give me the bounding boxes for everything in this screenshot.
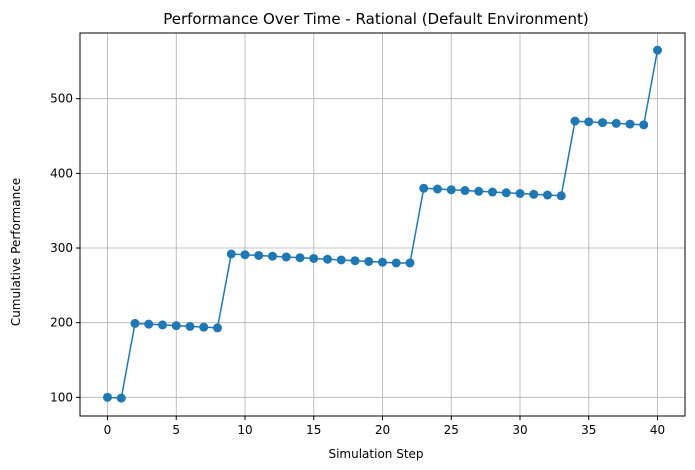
data-point <box>639 120 649 130</box>
x-tick-label: 35 <box>581 423 596 437</box>
data-point <box>350 256 360 266</box>
data-point <box>529 189 539 199</box>
y-tick-label: 200 <box>50 316 73 330</box>
y-axis-ticks: 100 200 300 400 500 <box>50 92 80 404</box>
y-axis-label: Cumulative Performance <box>9 178 23 326</box>
data-point <box>309 253 319 263</box>
x-tick-label: 40 <box>650 423 665 437</box>
data-point <box>460 186 470 196</box>
data-point <box>611 118 621 128</box>
x-tick-label: 20 <box>375 423 390 437</box>
y-tick-label: 500 <box>50 92 73 106</box>
data-point <box>158 320 167 330</box>
data-point <box>584 117 594 127</box>
data-point <box>419 183 429 193</box>
data-point <box>598 118 607 128</box>
x-tick-label: 30 <box>512 423 527 437</box>
data-point <box>446 185 456 195</box>
data-point <box>543 190 552 200</box>
x-tick-label: 5 <box>172 423 180 437</box>
data-point <box>226 249 236 259</box>
data-point <box>116 393 126 403</box>
data-point <box>240 250 250 260</box>
data-point <box>323 254 332 264</box>
data-point <box>515 189 525 199</box>
x-axis-ticks: 0 5 10 15 20 25 30 35 40 <box>104 416 665 437</box>
x-tick-label: 10 <box>237 423 252 437</box>
data-point <box>295 253 305 263</box>
data-point <box>268 251 277 261</box>
grid-lines <box>80 33 685 416</box>
series-layer <box>103 45 662 403</box>
data-point <box>103 392 112 402</box>
data-point <box>378 257 387 267</box>
data-point <box>405 258 415 268</box>
x-tick-label: 15 <box>306 423 321 437</box>
data-point <box>144 319 154 329</box>
data-point <box>488 187 497 197</box>
data-point <box>433 184 442 194</box>
data-point <box>570 116 580 126</box>
chart-title: Performance Over Time - Rational (Defaul… <box>163 10 589 28</box>
data-point <box>364 256 374 266</box>
y-tick-label: 400 <box>50 166 73 180</box>
data-point <box>130 318 140 328</box>
data-point <box>391 258 401 268</box>
data-point <box>653 45 662 55</box>
x-tick-label: 25 <box>444 423 459 437</box>
data-point <box>474 186 484 196</box>
data-point <box>556 191 566 201</box>
data-point <box>171 321 181 331</box>
data-point <box>501 188 511 198</box>
data-point <box>281 252 291 262</box>
data-point <box>254 250 264 260</box>
data-point <box>185 321 195 331</box>
data-point <box>625 119 635 129</box>
data-point <box>336 255 346 265</box>
y-tick-label: 300 <box>50 241 73 255</box>
y-tick-label: 100 <box>50 390 73 404</box>
x-axis-label: Simulation Step <box>328 447 423 461</box>
x-tick-label: 0 <box>104 423 112 437</box>
data-point <box>199 322 209 332</box>
data-point <box>213 323 222 333</box>
